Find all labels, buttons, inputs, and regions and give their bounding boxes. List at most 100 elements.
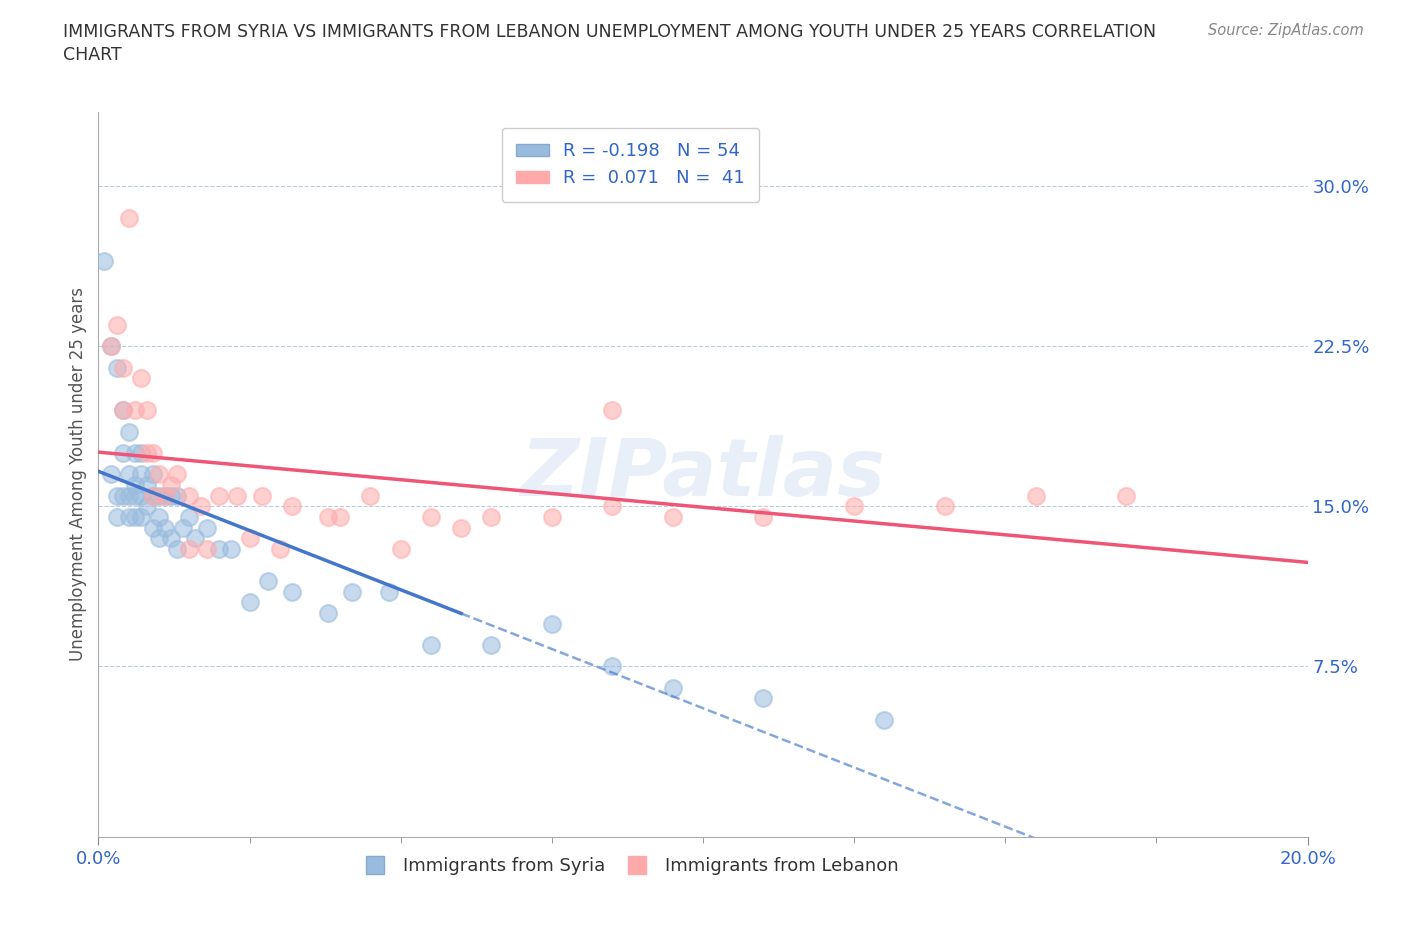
Point xyxy=(142,488,165,503)
Point xyxy=(269,541,291,556)
Point xyxy=(540,617,562,631)
Point xyxy=(1115,488,1137,503)
Point xyxy=(129,467,152,482)
Point xyxy=(420,510,443,525)
Point xyxy=(135,445,157,460)
Point xyxy=(179,541,201,556)
Point xyxy=(329,510,352,525)
Point xyxy=(142,488,165,503)
Point xyxy=(752,510,775,525)
Point xyxy=(124,488,146,503)
Point xyxy=(316,605,339,620)
Point xyxy=(160,477,183,492)
Point xyxy=(118,467,141,482)
Point xyxy=(377,584,399,599)
Point xyxy=(481,638,503,653)
Text: Source: ZipAtlas.com: Source: ZipAtlas.com xyxy=(1208,23,1364,38)
Point xyxy=(129,488,152,503)
Point xyxy=(124,403,146,418)
Point xyxy=(135,498,157,513)
Text: IMMIGRANTS FROM SYRIA VS IMMIGRANTS FROM LEBANON UNEMPLOYMENT AMONG YOUTH UNDER : IMMIGRANTS FROM SYRIA VS IMMIGRANTS FROM… xyxy=(63,23,1156,41)
Point xyxy=(184,531,207,546)
Point xyxy=(111,403,134,418)
Point xyxy=(195,541,218,556)
Point xyxy=(256,574,278,589)
Point xyxy=(100,339,122,353)
Point xyxy=(195,520,218,535)
Point xyxy=(172,520,194,535)
Point xyxy=(602,658,624,673)
Point xyxy=(661,680,683,695)
Point xyxy=(142,467,165,482)
Point xyxy=(118,424,141,439)
Point xyxy=(135,477,157,492)
Point xyxy=(1024,488,1046,503)
Point xyxy=(934,498,956,513)
Point xyxy=(111,488,134,503)
Point xyxy=(118,510,141,525)
Point xyxy=(239,595,262,610)
Point xyxy=(142,445,165,460)
Point xyxy=(100,467,122,482)
Point xyxy=(166,541,188,556)
Point xyxy=(118,211,141,226)
Point xyxy=(316,510,339,525)
Point xyxy=(118,488,141,503)
Point xyxy=(873,712,896,727)
Point xyxy=(602,403,624,418)
Point xyxy=(844,498,866,513)
Point xyxy=(124,477,146,492)
Legend: Immigrants from Syria, Immigrants from Lebanon: Immigrants from Syria, Immigrants from L… xyxy=(354,850,905,883)
Point xyxy=(481,510,503,525)
Point xyxy=(420,638,443,653)
Point xyxy=(111,360,134,375)
Point xyxy=(360,488,382,503)
Point xyxy=(179,510,201,525)
Point xyxy=(129,510,152,525)
Point xyxy=(752,691,775,706)
Point xyxy=(160,488,183,503)
Point xyxy=(153,488,176,503)
Point xyxy=(129,371,152,386)
Point xyxy=(166,467,188,482)
Point xyxy=(540,510,562,525)
Point xyxy=(190,498,212,513)
Point xyxy=(153,520,176,535)
Point xyxy=(129,445,152,460)
Point xyxy=(148,510,170,525)
Point xyxy=(179,488,201,503)
Point xyxy=(124,445,146,460)
Point xyxy=(148,467,170,482)
Point xyxy=(93,254,115,269)
Point xyxy=(153,488,176,503)
Text: ZIPatlas: ZIPatlas xyxy=(520,435,886,513)
Y-axis label: Unemployment Among Youth under 25 years: Unemployment Among Youth under 25 years xyxy=(69,287,87,661)
Point xyxy=(389,541,412,556)
Point xyxy=(450,520,472,535)
Point xyxy=(148,488,170,503)
Text: CHART: CHART xyxy=(63,46,122,64)
Point xyxy=(250,488,273,503)
Point xyxy=(226,488,249,503)
Point xyxy=(124,510,146,525)
Point xyxy=(105,510,128,525)
Point xyxy=(208,488,231,503)
Point xyxy=(105,360,128,375)
Point xyxy=(166,488,188,503)
Point xyxy=(105,317,128,332)
Point xyxy=(239,531,262,546)
Point xyxy=(111,403,134,418)
Point xyxy=(142,520,165,535)
Point xyxy=(100,339,122,353)
Point xyxy=(281,498,304,513)
Point xyxy=(105,488,128,503)
Point xyxy=(208,541,231,556)
Point xyxy=(160,531,183,546)
Point xyxy=(111,445,134,460)
Point xyxy=(148,531,170,546)
Point xyxy=(602,498,624,513)
Point xyxy=(135,403,157,418)
Point xyxy=(221,541,243,556)
Point xyxy=(281,584,304,599)
Point xyxy=(342,584,364,599)
